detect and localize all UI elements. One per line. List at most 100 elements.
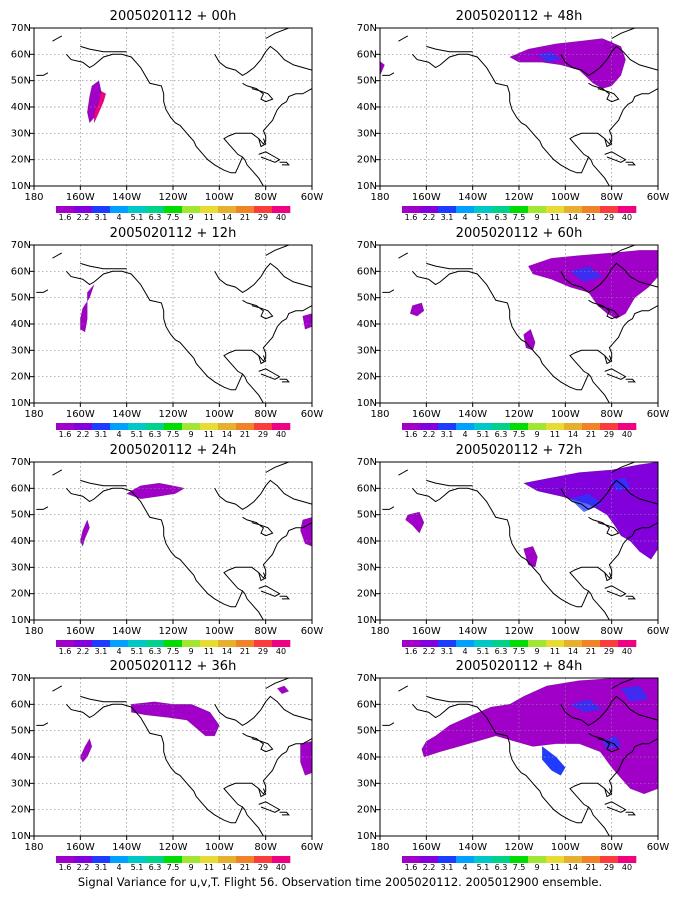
colorbar: 1.6 2.2 3.1 4 5.1 6.3 7.5 9 11 14 21 29 40	[56, 423, 291, 439]
coastline	[66, 53, 264, 186]
colorbar-label: 29	[258, 430, 268, 439]
x-tick-label: 120W	[159, 192, 188, 203]
y-tick-label: 40N	[11, 102, 31, 113]
x-tick-label: 120W	[159, 409, 188, 420]
panel-title: 2005020112 + 12h	[110, 226, 237, 241]
colorbar-label: 1.6	[59, 647, 72, 656]
colorbar-label: 5.1	[477, 647, 490, 656]
y-tick-label: 60N	[357, 49, 377, 60]
x-tick-label: 60W	[647, 409, 670, 420]
y-tick-label: 50N	[357, 76, 377, 87]
y-tick-label: 40N	[11, 536, 31, 547]
x-tick-label: 60W	[647, 626, 670, 637]
signal-region	[300, 517, 312, 547]
x-tick-label: 60W	[301, 626, 324, 637]
y-tick-label: 70N	[11, 673, 31, 684]
y-tick-label: 60N	[11, 699, 31, 710]
colorbar-label: 3.1	[95, 430, 108, 439]
x-tick-label: 120W	[505, 409, 534, 420]
colorbar-label: 14	[222, 647, 232, 656]
coastline	[265, 462, 289, 473]
coastline	[52, 685, 63, 692]
colorbar-label: 9	[188, 863, 193, 872]
colorbar-label: 21	[240, 863, 250, 872]
coastline	[604, 138, 613, 148]
coastline	[258, 368, 281, 380]
colorbar-label: 40	[622, 430, 632, 439]
coastline	[223, 305, 312, 375]
colorbar-swatch	[164, 640, 183, 647]
coastline	[398, 35, 409, 42]
coastline	[242, 299, 274, 320]
colorbar: 1.6 2.2 3.1 4 5.1 6.3 7.5 9 11 14 21 29 40	[402, 206, 637, 222]
colorbar-swatch	[618, 856, 637, 863]
colorbar-label: 40	[622, 647, 632, 656]
colorbar-swatch	[510, 206, 529, 213]
colorbar-label: 14	[568, 213, 578, 222]
coastline	[223, 88, 312, 158]
colorbar-swatch	[128, 856, 147, 863]
colorbar-swatch	[272, 423, 291, 430]
coastline	[604, 572, 613, 582]
colorbar-label: 14	[222, 430, 232, 439]
y-tick-label: 70N	[11, 457, 31, 468]
signal-region	[380, 61, 385, 76]
signal-region	[604, 40, 615, 50]
colorbar-label: 2.2	[77, 647, 90, 656]
colorbar-label: 2.2	[77, 430, 90, 439]
coastline	[242, 516, 274, 537]
colorbar-label: 3.1	[95, 213, 108, 222]
colorbar-label: 21	[240, 430, 250, 439]
coastline	[426, 45, 473, 53]
colorbar-swatch	[402, 856, 421, 863]
coastline	[569, 738, 658, 808]
x-tick-label: 140W	[112, 842, 141, 853]
coastline	[412, 487, 610, 620]
y-tick-label: 40N	[11, 319, 31, 330]
colorbar-swatch	[92, 640, 111, 647]
colorbar-swatch	[510, 856, 529, 863]
y-tick-label: 10N	[357, 831, 377, 842]
colorbar-label: 11	[550, 213, 560, 222]
coastline	[52, 469, 63, 476]
y-tick-label: 10N	[357, 398, 377, 409]
map-panel-5: 2005020112 + 60h 180 160W 140W 120W 100W 80W 60…	[357, 226, 670, 439]
y-tick-label: 20N	[357, 589, 377, 600]
coastline	[80, 45, 127, 53]
coastline	[560, 695, 658, 726]
coastline	[265, 678, 289, 689]
coastline	[214, 479, 312, 510]
coastline	[52, 35, 63, 42]
x-tick-label: 180	[24, 626, 43, 637]
colorbar-swatch	[74, 423, 93, 430]
colorbar-swatch	[254, 206, 273, 213]
coastline	[279, 595, 290, 600]
colorbar-swatch	[420, 423, 439, 430]
colorbar-label: 2.2	[423, 213, 436, 222]
colorbar-label: 1.6	[59, 430, 72, 439]
colorbar-swatch	[618, 206, 637, 213]
signal-region	[80, 738, 93, 763]
colorbar-swatch	[546, 640, 565, 647]
colorbar-swatch	[474, 423, 493, 430]
coastline	[382, 506, 395, 510]
y-tick-label: 60N	[357, 483, 377, 494]
y-tick-label: 10N	[11, 398, 31, 409]
x-tick-label: 80W	[254, 192, 277, 203]
y-tick-label: 50N	[11, 726, 31, 737]
x-tick-label: 80W	[600, 842, 623, 853]
x-tick-label: 160W	[412, 626, 441, 637]
colorbar-swatch	[564, 206, 583, 213]
colorbar-swatch	[474, 640, 493, 647]
colorbar-label: 11	[550, 647, 560, 656]
colorbar-swatch	[56, 856, 75, 863]
coastline	[265, 28, 289, 39]
colorbar-label: 9	[534, 430, 539, 439]
colorbar-label: 6.3	[495, 647, 508, 656]
coastline	[588, 732, 620, 753]
coastline	[604, 368, 627, 380]
x-tick-label: 100W	[205, 192, 234, 203]
colorbar-label: 40	[276, 213, 286, 222]
x-tick-label: 80W	[254, 842, 277, 853]
colorbar-swatch	[218, 423, 237, 430]
